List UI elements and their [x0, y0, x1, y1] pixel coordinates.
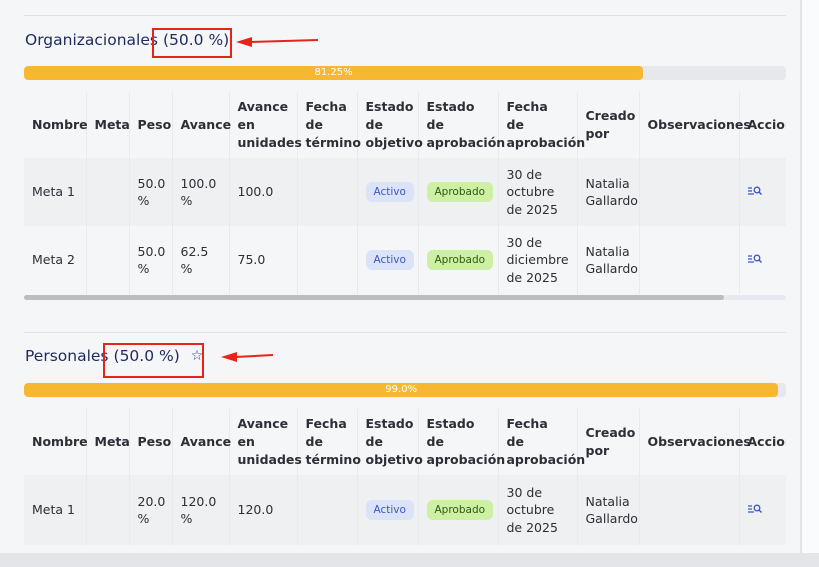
right-gutter: [800, 0, 819, 567]
divider: [24, 15, 786, 16]
cell-observaciones: [639, 475, 740, 545]
column-header[interactable]: Meta: [86, 92, 130, 158]
column-header[interactable]: Observaciones: [639, 409, 751, 475]
cell-peso: 50.0 %: [129, 158, 173, 226]
cell-estado: Activo: [357, 158, 419, 226]
cell-avance: 120.0 %: [172, 475, 230, 545]
table-row: Meta 1 20.0 % 120.0 % 120.0 Activo Aprobado 30…: [24, 475, 786, 545]
cell-creado-por: Natalia Gallardo: [577, 475, 640, 545]
cell-observaciones: [639, 226, 740, 294]
goals-table: Nombre Meta Peso Avance Avance en unidades Fe…: [24, 409, 786, 545]
annotation-box: [152, 28, 232, 58]
cell-creado-por: Natalia Gallardo: [577, 158, 640, 226]
cell-unidades: 120.0: [229, 475, 298, 545]
column-header[interactable]: Nombre: [24, 92, 88, 158]
cell-aprobacion: Aprobado: [418, 475, 499, 545]
column-header[interactable]: Estado de aprobación: [418, 92, 505, 158]
section-percent: (50.0 %): [113, 347, 180, 365]
view-details-icon[interactable]: [747, 186, 762, 199]
column-header[interactable]: Estado de aprobación: [418, 409, 505, 475]
approval-badge: Aprobado: [426, 250, 494, 270]
column-header[interactable]: Avance en unidades: [229, 92, 302, 158]
cell-fecha-aprobacion: 30 de diciembre de 2025: [498, 226, 578, 294]
column-header[interactable]: Peso: [129, 409, 173, 475]
cell-nombre: Meta 2: [24, 226, 87, 294]
progress-fill: 81.25%: [24, 66, 644, 80]
cell-aprobacion: Aprobado: [418, 226, 499, 294]
cell-peso: 20.0 %: [129, 475, 173, 545]
approval-badge: Aprobado: [426, 500, 494, 520]
cell-peso: 50.0 %: [129, 226, 173, 294]
column-header[interactable]: Acciones: [739, 92, 786, 158]
cell-acciones: [739, 226, 786, 294]
cell-meta: [86, 475, 130, 545]
column-header[interactable]: Fecha de aprobación: [498, 92, 585, 158]
cell-avance: 62.5 %: [172, 226, 230, 294]
column-header[interactable]: Meta: [86, 409, 130, 475]
cell-nombre: Meta 1: [24, 158, 87, 226]
column-header[interactable]: Avance: [172, 92, 231, 158]
cell-unidades: 75.0: [229, 226, 298, 294]
view-details-icon[interactable]: [747, 254, 762, 267]
table-row: Meta 2 50.0 % 62.5 % 75.0 Activo Aprobado 30 d…: [24, 226, 786, 294]
column-header[interactable]: Avance: [172, 409, 231, 475]
bottom-bar: [0, 553, 819, 567]
cell-acciones: [739, 475, 786, 545]
section-percent: (50.0 %): [162, 31, 230, 49]
star-icon[interactable]: ☆: [190, 348, 204, 364]
cell-estado: Activo: [357, 226, 419, 294]
column-header[interactable]: Observaciones: [639, 92, 751, 158]
cell-aprobacion: Aprobado: [418, 158, 499, 226]
annotation-box: [103, 343, 204, 378]
horizontal-scrollbar[interactable]: [24, 295, 786, 300]
column-header[interactable]: Fecha de término: [297, 92, 361, 158]
section-name: Organizacionales: [25, 31, 158, 49]
cell-nombre: Meta 1: [24, 475, 87, 545]
cell-estado: Activo: [357, 475, 419, 545]
column-header[interactable]: Creado por: [577, 92, 640, 158]
cell-fecha_termino: [297, 158, 358, 226]
column-header[interactable]: Estado de objetivo: [357, 92, 423, 158]
view-details-icon[interactable]: [747, 504, 762, 517]
approval-badge: Aprobado: [426, 182, 494, 202]
column-header[interactable]: Fecha de término: [297, 409, 361, 475]
cell-acciones: [739, 158, 786, 226]
status-badge: Activo: [365, 182, 414, 202]
column-header[interactable]: Avance en unidades: [229, 409, 302, 475]
column-header[interactable]: Peso: [129, 92, 173, 158]
goals-table: Nombre Meta Peso Avance Avance en unidades Fe…: [24, 92, 786, 294]
cell-fecha-aprobacion: 30 de octubre de 2025: [498, 475, 578, 545]
cell-meta: [86, 158, 130, 226]
progress-bar: 81.25%: [24, 66, 786, 80]
table-header: Nombre Meta Peso Avance Avance en unidades Fe…: [24, 92, 786, 158]
cell-avance: 100.0 %: [172, 158, 230, 226]
column-header[interactable]: Estado de objetivo: [357, 409, 423, 475]
column-header[interactable]: Nombre: [24, 409, 88, 475]
column-header[interactable]: Creado por: [577, 409, 640, 475]
table-header: Nombre Meta Peso Avance Avance en unidades Fe…: [24, 409, 786, 475]
annotation-arrow: [221, 352, 274, 362]
table-row: Meta 1 50.0 % 100.0 % 100.0 Activo Aprobado 30…: [24, 158, 786, 226]
cell-observaciones: [639, 158, 740, 226]
cell-fecha-aprobacion: 30 de octubre de 2025: [498, 158, 578, 226]
section-title-personales: Personales (50.0 %) ☆: [25, 347, 203, 365]
cell-fecha_termino: [297, 226, 358, 294]
cell-fecha_termino: [297, 475, 358, 545]
section-title-organizacionales: Organizacionales (50.0 %): [25, 31, 229, 49]
cell-creado-por: Natalia Gallardo: [577, 226, 640, 294]
column-header[interactable]: Fecha de aprobación: [498, 409, 585, 475]
annotation-arrow: [236, 37, 319, 47]
progress-bar: 99.0%: [24, 383, 786, 397]
status-badge: Activo: [365, 250, 414, 270]
section-name: Personales: [25, 347, 109, 365]
cell-meta: [86, 226, 130, 294]
column-header[interactable]: Acciones: [739, 409, 786, 475]
cell-unidades: 100.0: [229, 158, 298, 226]
divider: [24, 332, 786, 333]
progress-fill: 99.0%: [24, 383, 779, 397]
status-badge: Activo: [365, 500, 414, 520]
